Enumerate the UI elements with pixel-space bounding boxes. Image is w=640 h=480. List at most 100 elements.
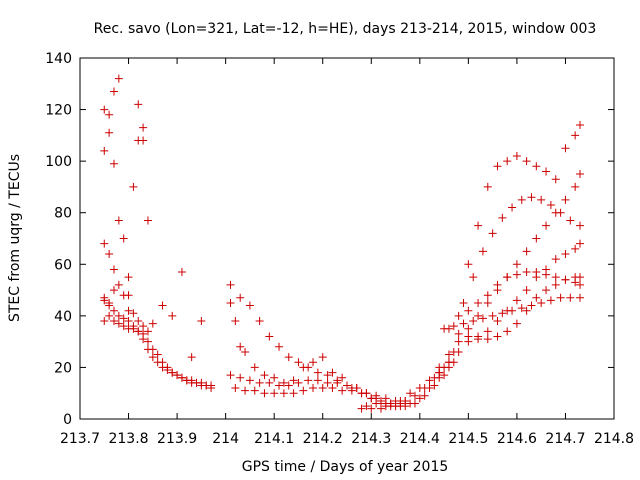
data-point <box>440 324 449 333</box>
data-point <box>250 386 259 395</box>
data-point <box>435 368 444 377</box>
data-point <box>236 293 245 302</box>
data-point <box>571 244 580 253</box>
data-point <box>469 273 478 282</box>
data-point <box>333 378 342 387</box>
data-point <box>260 371 269 380</box>
data-point <box>532 268 541 277</box>
data-point <box>517 304 526 313</box>
data-point <box>537 298 546 307</box>
data-point <box>347 386 356 395</box>
data-point <box>454 329 463 338</box>
data-point <box>260 389 269 398</box>
data-point <box>109 317 118 326</box>
data-point <box>512 270 521 279</box>
data-point <box>275 342 284 351</box>
data-point <box>139 123 148 132</box>
data-point <box>105 249 114 258</box>
data-point <box>498 213 507 222</box>
data-point <box>294 378 303 387</box>
data-point <box>532 293 541 302</box>
x-axis-label: GPS time / Days of year 2015 <box>242 459 449 475</box>
data-point <box>114 74 123 83</box>
data-point <box>231 384 240 393</box>
data-point <box>493 280 502 289</box>
data-point <box>289 376 298 385</box>
y-tick-label: 120 <box>45 103 72 119</box>
data-point <box>284 353 293 362</box>
data-point <box>343 381 351 390</box>
data-point <box>129 324 138 333</box>
data-point <box>318 384 327 393</box>
data-point <box>270 389 279 398</box>
data-point <box>279 389 288 398</box>
data-point <box>153 350 162 359</box>
data-point <box>338 373 347 382</box>
data-point <box>226 280 235 289</box>
y-tick-label: 40 <box>54 309 72 325</box>
data-point <box>571 131 580 140</box>
data-point <box>522 306 531 315</box>
data-point <box>241 347 250 356</box>
data-point <box>425 376 434 385</box>
data-point <box>512 260 521 269</box>
data-point <box>512 296 521 305</box>
data-point <box>323 378 332 387</box>
data-point <box>168 368 177 377</box>
data-point <box>134 317 143 326</box>
data-point <box>493 162 502 171</box>
data-point <box>328 384 337 393</box>
x-tick-label: 214.1 <box>254 431 294 447</box>
data-point <box>406 399 415 408</box>
data-point <box>313 368 322 377</box>
data-point <box>576 280 585 289</box>
data-point <box>474 221 483 230</box>
data-point <box>576 239 585 248</box>
data-point <box>474 298 483 307</box>
y-tick-label: 80 <box>54 206 72 222</box>
data-point <box>469 317 478 326</box>
data-point <box>100 293 109 302</box>
x-tick-label: 214.4 <box>400 431 440 447</box>
x-tick-label: 213.9 <box>157 431 197 447</box>
data-point <box>527 301 536 310</box>
data-point <box>464 324 473 333</box>
data-point <box>440 371 449 380</box>
data-point <box>357 404 366 413</box>
data-point <box>299 386 308 395</box>
data-point <box>372 399 381 408</box>
data-point <box>561 249 570 258</box>
data-point <box>566 293 575 302</box>
data-point <box>488 311 497 320</box>
data-point <box>571 182 580 191</box>
data-point <box>415 394 424 403</box>
data-point <box>265 378 274 387</box>
data-point <box>143 216 152 225</box>
data-point <box>522 157 531 166</box>
data-point <box>391 402 400 411</box>
data-point <box>129 309 138 318</box>
data-point <box>100 239 109 248</box>
data-point <box>576 273 585 282</box>
data-point <box>148 353 157 362</box>
data-point <box>328 368 337 377</box>
data-point <box>124 306 133 315</box>
data-point <box>197 317 206 326</box>
data-point <box>139 329 148 338</box>
data-point <box>386 399 395 408</box>
x-tick-label: 214.7 <box>545 431 585 447</box>
data-point <box>158 358 167 367</box>
data-point <box>168 311 177 320</box>
chart-title: Rec. savo (Lon=321, Lat=-12, h=HE), days… <box>94 21 597 37</box>
data-point <box>546 200 555 209</box>
data-point <box>119 234 128 243</box>
data-point <box>556 208 565 217</box>
y-tick-label: 100 <box>45 154 72 170</box>
data-point <box>124 273 133 282</box>
data-point <box>508 203 517 212</box>
data-point <box>119 314 128 323</box>
data-point <box>503 157 512 166</box>
data-point <box>449 322 458 331</box>
data-point <box>464 260 473 269</box>
data-point <box>114 216 123 225</box>
